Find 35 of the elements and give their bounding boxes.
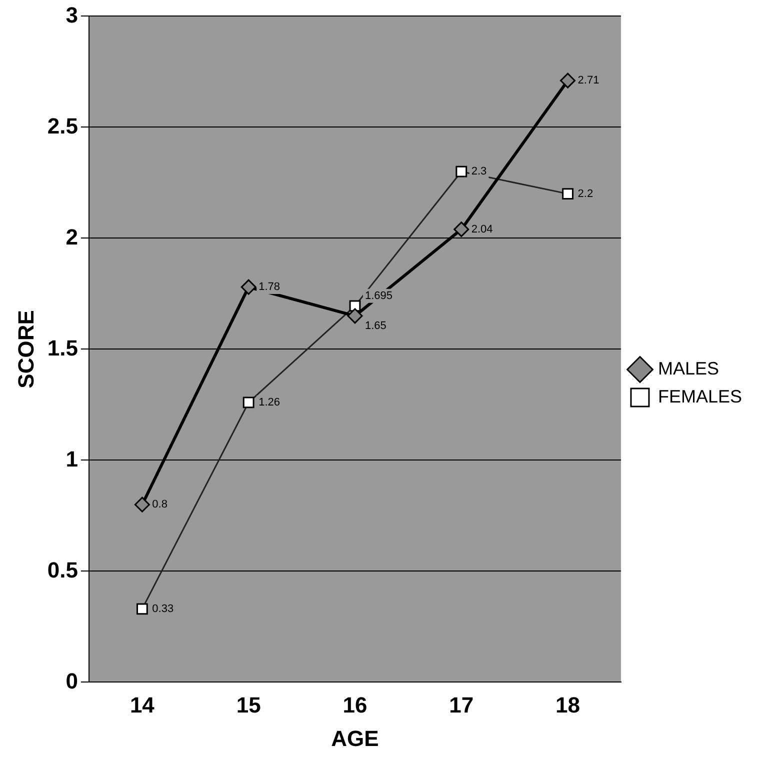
data-label: 1.695 [364,290,393,302]
x-tick-label: 15 [236,692,261,718]
data-label: 0.33 [152,602,174,615]
y-axis-title: SCORE [13,310,38,388]
x-tick-label: 18 [556,692,580,718]
legend-label: MALES [658,358,720,378]
x-tick-label: 14 [130,692,156,718]
data-label: 2.04 [471,223,493,236]
point [456,166,468,178]
y-tick-label: 1 [66,446,78,472]
point [240,279,256,295]
point [347,308,363,324]
legend-label: FEMALES [658,386,742,406]
x-tick-label: 17 [449,692,474,718]
data-label: 2.2 [578,188,594,200]
data-label: 1.78 [258,281,280,294]
y-tick-label: 3 [66,2,78,28]
point [136,603,148,615]
data-label: 2.71 [578,74,600,87]
data-label: 2.3 [471,166,487,178]
y-tick-label: 0 [66,668,78,694]
y-tick-label: 2.5 [47,113,78,138]
point [560,72,576,88]
y-tick-label: 2 [66,224,78,250]
data-label: 0.8 [152,498,168,511]
point [454,222,470,238]
y-tick-label: 1.5 [47,335,78,360]
y-tick-label: 0.5 [47,557,78,582]
point [134,496,150,512]
data-label: 1.65 [364,320,386,332]
x-tick-label: 16 [342,692,368,718]
x-axis-title: AGE [331,726,379,751]
point [562,188,574,200]
point [242,396,254,408]
data-label: 1.26 [258,396,280,409]
